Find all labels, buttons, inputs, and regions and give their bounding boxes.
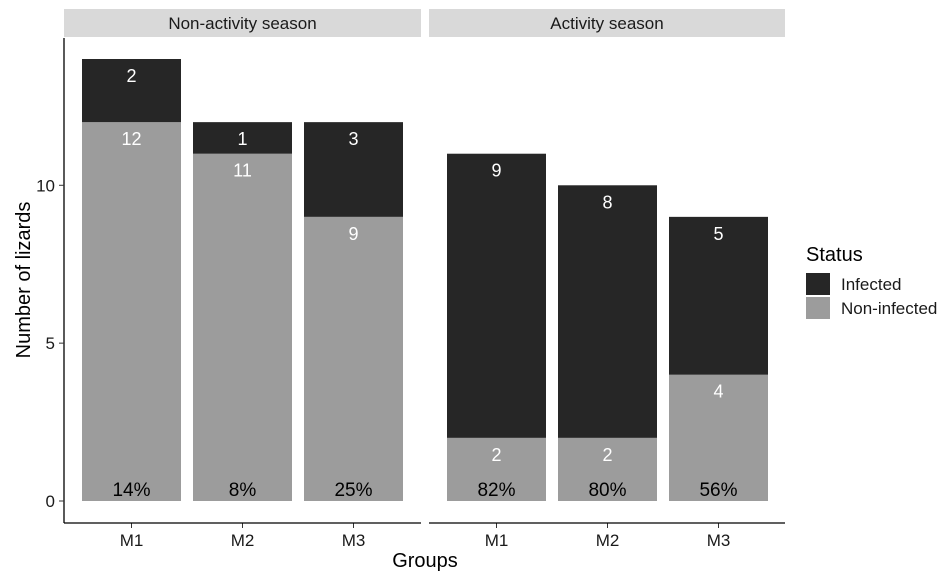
bar-non-infected <box>558 437 657 501</box>
bar-label-infected: 9 <box>491 161 501 181</box>
bar-label-non-infected: 4 <box>713 382 723 402</box>
x-tick-label: M3 <box>342 531 366 550</box>
legend-title: Status <box>806 244 863 266</box>
bar-label-infected: 1 <box>237 129 247 149</box>
x-tick-label: M1 <box>485 531 509 550</box>
bar-label-non-infected: 11 <box>233 161 252 181</box>
panel-title: Activity season <box>550 14 663 33</box>
bar-label-non-infected: 9 <box>348 224 358 244</box>
y-tick-label: 5 <box>46 334 55 353</box>
percent-infected-label: 8% <box>229 480 257 501</box>
bar-non-infected <box>193 153 292 501</box>
bar-label-infected: 3 <box>348 129 358 149</box>
bar-non-infected <box>82 122 181 502</box>
percent-infected-label: 82% <box>477 480 515 501</box>
bar-label-non-infected: 2 <box>491 445 501 465</box>
bar-label-infected: 2 <box>126 66 136 86</box>
percent-infected-label: 14% <box>112 480 150 501</box>
bar-label-non-infected: 12 <box>121 129 141 149</box>
bar-label-infected: 8 <box>602 192 612 212</box>
legend-swatch-non-infected <box>806 297 830 319</box>
bar-non-infected <box>669 374 768 501</box>
bar-non-infected <box>304 216 403 501</box>
x-axis-title: Groups <box>392 550 458 572</box>
bar-infected <box>193 122 292 154</box>
bar-infected <box>447 153 546 438</box>
panels: Non-activity season21214%M11118%M23925%M… <box>64 9 785 550</box>
bar-infected <box>669 216 768 375</box>
percent-infected-label: 25% <box>334 480 372 501</box>
bar-non-infected <box>447 437 546 501</box>
legend-swatch-infected <box>806 273 830 295</box>
panel-strip <box>64 9 421 37</box>
y-tick-label: 10 <box>36 176 55 195</box>
y-axis: 0 5 10 <box>36 38 65 523</box>
x-tick-label: M1 <box>120 531 144 550</box>
legend: Status Infected Non-infected <box>806 244 937 319</box>
percent-infected-label: 80% <box>588 480 626 501</box>
y-tick-label: 0 <box>46 492 55 511</box>
bar-infected <box>558 185 657 438</box>
panel-1: Non-activity season21214%M11118%M23925%M… <box>64 9 421 550</box>
bar-label-infected: 5 <box>713 224 723 244</box>
panel-2: Activity season 9 2 82% M1 8 2 80% M2 5 4 56% M3 <box>429 9 785 550</box>
bar-infected <box>82 59 181 123</box>
legend-label-infected: Infected <box>841 275 902 294</box>
x-tick-label: M2 <box>231 531 255 550</box>
percent-infected-label: 56% <box>699 480 737 501</box>
panel-strip <box>429 9 785 37</box>
bar-infected <box>304 122 403 217</box>
x-tick-label: M2 <box>596 531 620 550</box>
y-axis-title: Number of lizards <box>13 202 35 359</box>
legend-label-non-infected: Non-infected <box>841 299 937 318</box>
bar-label-non-infected: 2 <box>602 445 612 465</box>
panel-title: Non-activity season <box>168 14 316 33</box>
x-tick-label: M3 <box>707 531 731 550</box>
